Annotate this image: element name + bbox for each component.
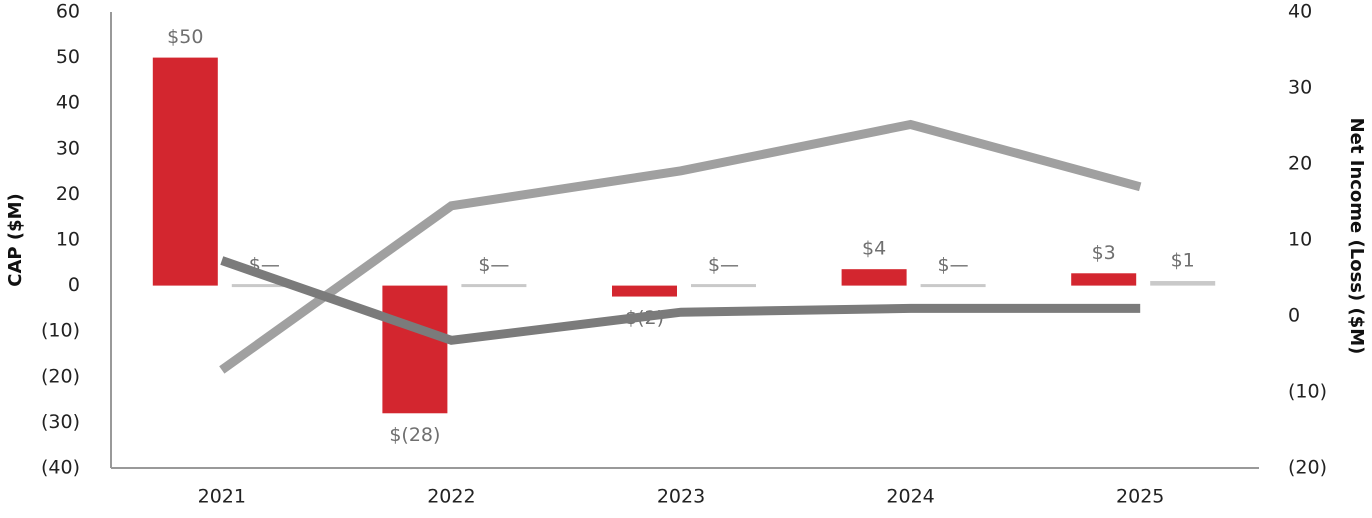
x-tick-label: 2021 (198, 486, 246, 508)
y2-tick-label: (20) (1288, 457, 1327, 479)
bar (231, 284, 297, 288)
bar (920, 284, 986, 288)
y-tick-label: 0 (68, 274, 80, 296)
y-tick-label: 20 (56, 183, 80, 205)
x-tick-label: 2022 (427, 486, 475, 508)
bar (612, 285, 677, 297)
value-label: $(28) (389, 424, 440, 446)
bar (1150, 281, 1216, 286)
y-tick-label: (30) (41, 411, 80, 433)
value-label: $50 (167, 26, 203, 48)
bar (382, 285, 448, 414)
y-tick-label: 60 (56, 1, 80, 23)
y2-tick-label: 10 (1288, 229, 1312, 251)
bar (1071, 273, 1137, 286)
y2-tick-label: 0 (1288, 305, 1300, 327)
value-label: $— (938, 254, 969, 276)
y-tick-label: 50 (56, 46, 80, 68)
x-tick-label: 2023 (657, 486, 705, 508)
y-tick-label: (20) (41, 365, 80, 387)
value-label: $— (708, 254, 739, 276)
y-tick-label: 10 (56, 229, 80, 251)
line-series (219, 119, 1142, 374)
y2-tick-label: 30 (1288, 77, 1312, 99)
y-tick-label: 40 (56, 92, 80, 114)
bar (841, 269, 907, 286)
y2-tick-label: (10) (1288, 381, 1327, 403)
y2-tick-label: 20 (1288, 153, 1312, 175)
y-tick-label: (40) (41, 457, 80, 479)
bar (691, 284, 756, 288)
line-series (220, 256, 1141, 345)
y-axis-title: CAP ($M) (5, 193, 26, 287)
bar (461, 284, 527, 288)
value-label: $4 (862, 238, 886, 260)
x-tick-label: 2025 (1116, 486, 1164, 508)
x-tick-label: 2024 (886, 486, 934, 508)
value-label: $1 (1171, 250, 1195, 272)
y2-tick-label: 40 (1288, 1, 1312, 23)
y-tick-label: (10) (41, 320, 80, 342)
y2-axis-title: Net Income (Loss) ($M) (1346, 118, 1367, 355)
bar (152, 57, 218, 286)
value-label: $3 (1092, 242, 1116, 264)
value-label: $— (478, 254, 509, 276)
y-tick-label: 30 (56, 137, 80, 159)
